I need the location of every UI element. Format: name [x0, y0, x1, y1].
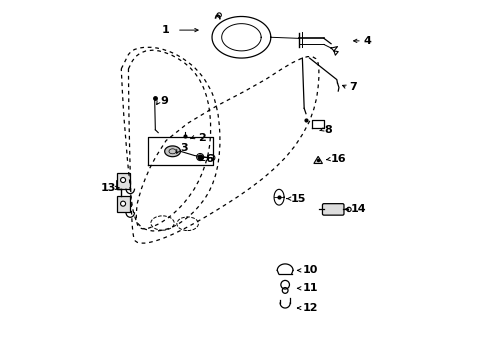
Text: 11: 11: [302, 283, 318, 293]
Text: 2: 2: [198, 133, 206, 143]
Text: 4: 4: [364, 36, 371, 46]
Text: 6: 6: [205, 154, 214, 164]
Text: 7: 7: [349, 82, 357, 93]
Text: 14: 14: [351, 204, 367, 215]
FancyBboxPatch shape: [322, 204, 344, 215]
Polygon shape: [314, 156, 322, 163]
Polygon shape: [165, 146, 180, 157]
Text: 16: 16: [331, 154, 347, 164]
Text: 12: 12: [302, 303, 318, 313]
Text: 3: 3: [180, 143, 188, 153]
Text: 8: 8: [324, 125, 332, 135]
Text: 9: 9: [161, 96, 169, 106]
Text: 13: 13: [100, 183, 116, 193]
Text: 10: 10: [302, 265, 318, 275]
Circle shape: [121, 177, 125, 183]
Text: 15: 15: [291, 194, 306, 204]
Text: 1: 1: [162, 25, 170, 35]
Bar: [117, 173, 130, 189]
Circle shape: [121, 201, 125, 206]
Bar: [117, 197, 130, 212]
